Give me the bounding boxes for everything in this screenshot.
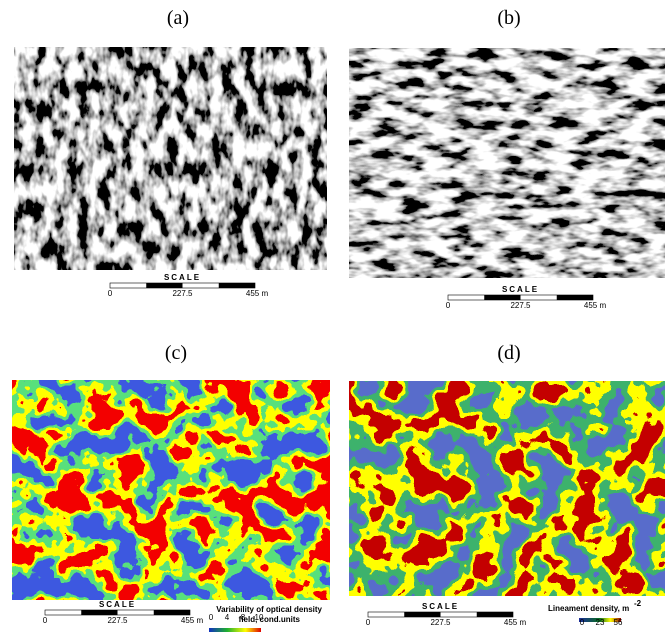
- scale-tick-label: 0: [366, 618, 371, 627]
- scale-title: SCALE: [164, 273, 201, 282]
- panel-label: (d): [497, 342, 520, 364]
- scale-bar: [557, 295, 593, 300]
- legend-tick-label: 10: [255, 613, 264, 622]
- map-image: [349, 381, 665, 596]
- scale-bar: [146, 283, 182, 288]
- scale-title: SCALE: [502, 285, 539, 294]
- scale-bar: [484, 295, 520, 300]
- legend-tick-label: 0: [209, 613, 214, 622]
- scale-tick-label: 227.5: [107, 616, 128, 625]
- map-image: [12, 380, 330, 600]
- panel-label: (a): [167, 7, 189, 29]
- scale-bar: [219, 283, 255, 288]
- scale-tick-label: 227.5: [172, 289, 193, 298]
- scale-tick-label: 455 m: [181, 616, 204, 625]
- scale-tick-label: 227.5: [510, 301, 531, 310]
- panel-label: (c): [165, 342, 187, 364]
- scale-title: SCALE: [422, 602, 459, 611]
- scale-tick-label: 0: [446, 301, 451, 310]
- figure: (a) (b) (c) (d) SCALE 0 227.5 455 m SCALE 0 22…: [0, 0, 672, 639]
- scale-bar: [404, 612, 440, 617]
- scale-title: SCALE: [99, 600, 136, 609]
- legend-title: Lineament density, m: [548, 604, 629, 613]
- map-image: [349, 48, 665, 278]
- scale-tick-label: 0: [108, 289, 113, 298]
- scale-tick-label: 455 m: [584, 301, 607, 310]
- legend-tick-label: 8: [241, 613, 246, 622]
- legend-title-sup: -2: [634, 599, 642, 608]
- legend-tick-label: 23: [596, 618, 605, 627]
- map-image: [14, 47, 327, 270]
- scale-tick-label: 227.5: [430, 618, 451, 627]
- page: {"panels": [ {"label": "(a)", "scale": {…: [0, 0, 672, 639]
- legend-colorbar: [209, 628, 261, 632]
- legend-title: Variability of optical density: [216, 605, 322, 614]
- scale-tick-label: 455 m: [504, 618, 527, 627]
- legend-title: field, cond.units: [239, 615, 301, 624]
- panel-label: (b): [497, 7, 520, 29]
- legend-tick-label: 56: [614, 618, 623, 627]
- scale-bar: [154, 610, 190, 615]
- legend-tick-label: 4: [225, 613, 230, 622]
- scale-tick-label: 0: [43, 616, 48, 625]
- legend-tick-label: 0: [580, 618, 585, 627]
- scale-bar: [81, 610, 117, 615]
- scale-bar: [477, 612, 513, 617]
- scale-tick-label: 455 m: [246, 289, 269, 298]
